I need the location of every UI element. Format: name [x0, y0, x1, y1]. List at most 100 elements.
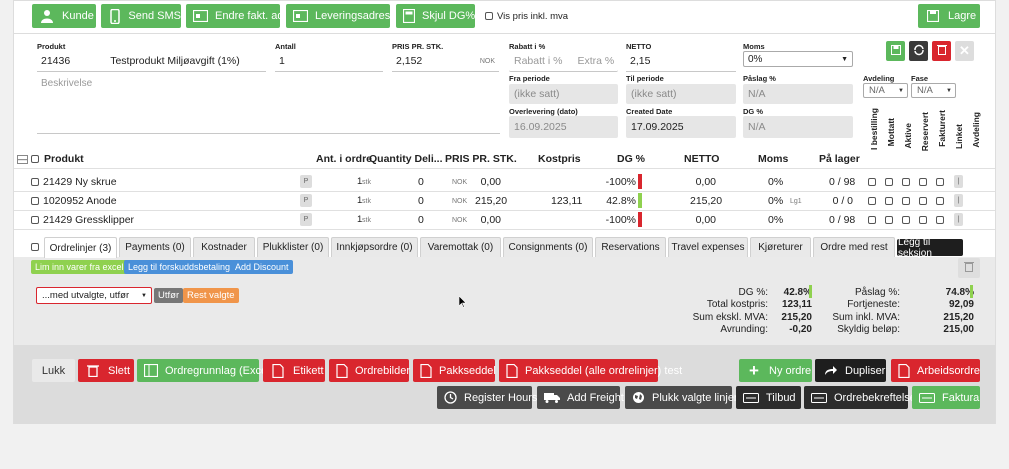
overlevering-input[interactable]: 16.09.2025 — [509, 116, 618, 138]
avdeling-select[interactable]: N/A ▼ — [863, 83, 908, 98]
row-pris[interactable]: 0,00 — [480, 176, 501, 188]
til-periode-input[interactable]: (ikke satt) — [626, 84, 736, 104]
add-discount-button[interactable]: Add Discount — [231, 260, 293, 274]
utfor-button[interactable]: Utfør — [154, 288, 184, 303]
row-status-checkbox[interactable] — [936, 178, 944, 186]
tab-kostnader[interactable]: Kostnader — [193, 237, 255, 257]
dg-input[interactable]: N/A — [743, 116, 853, 138]
tab-ordrelinjer[interactable]: Ordrelinjer (3) — [44, 237, 117, 258]
antall-input[interactable]: 1 — [275, 51, 383, 72]
fra-periode-input[interactable]: (ikke satt) — [509, 84, 618, 104]
row-status-checkbox[interactable] — [885, 216, 893, 224]
row-status-checkbox[interactable] — [868, 178, 876, 186]
product-badge[interactable]: P — [300, 175, 312, 188]
leveringsadresse-button[interactable]: Leveringsadresse — [286, 4, 402, 28]
collapse-toggle[interactable]: — — [17, 154, 28, 164]
row-status-checkbox[interactable] — [936, 216, 944, 224]
created-input[interactable]: 17.09.2025 — [626, 116, 736, 138]
rabatt-input[interactable]: Rabatt i % Extra % — [509, 51, 618, 72]
row-qty-delivered: 0 — [418, 195, 424, 207]
product-badge[interactable]: P — [300, 213, 312, 226]
bulk-action-select[interactable]: ...med utvalgte, utfør ▼ — [36, 287, 152, 304]
row-status-checkbox[interactable] — [868, 216, 876, 224]
tab-consignments[interactable]: Consignments (0) — [503, 237, 593, 257]
product-badge[interactable]: P — [300, 194, 312, 207]
select-all-checkbox[interactable] — [31, 155, 39, 163]
tab-payments[interactable]: Payments (0) — [119, 237, 191, 257]
trash-area-button[interactable] — [958, 258, 980, 278]
row-ant[interactable]: 1 — [357, 176, 363, 187]
row-status-checkbox[interactable] — [919, 216, 927, 224]
skjul-dg-button[interactable]: Skjul DG% — [396, 4, 475, 28]
row-product-name[interactable]: 21429 Ny skrue — [43, 176, 117, 188]
ordregrunnlag-button[interactable]: Ordregrunnlag (Excel) — [137, 359, 273, 382]
tab-plukklister[interactable]: Plukklister (0) — [257, 237, 329, 257]
row-status-checkbox[interactable] — [885, 197, 893, 205]
pakkseddel-button[interactable]: Pakkseddel — [413, 359, 496, 382]
tabs-checkbox[interactable] — [31, 243, 39, 251]
row-checkbox[interactable] — [31, 216, 39, 224]
fase-select[interactable]: N/A ▼ — [911, 83, 956, 98]
send-sms-button[interactable]: Send SMS — [101, 4, 181, 28]
slett-button[interactable]: Slett — [78, 359, 134, 382]
row-link-badge[interactable]: | — [954, 194, 963, 207]
pakkseddel-alle-button[interactable]: Pakkseddel (alle ordrelinjer) test — [499, 359, 682, 382]
ordrebekreftelse-button[interactable]: Ordrebekreftelse — [804, 386, 916, 409]
kunde-button[interactable]: Kunde — [32, 4, 96, 28]
add-freight-button[interactable]: Add Freight — [537, 386, 624, 409]
forskuddsbetaling-button[interactable]: Legg til forskuddsbetaling — [124, 260, 235, 274]
row-status-checkbox[interactable] — [902, 216, 910, 224]
netto-input[interactable]: 2,15 — [626, 51, 736, 72]
refresh-button[interactable] — [909, 41, 928, 61]
tab-ordre-med-rest[interactable]: Ordre med rest — [813, 237, 895, 257]
row-pris[interactable]: 0,00 — [480, 214, 501, 226]
moms-select[interactable]: 0% ▼ — [743, 51, 853, 67]
row-link-badge[interactable]: | — [954, 175, 963, 188]
row-status-checkbox[interactable] — [936, 197, 944, 205]
paslag-input[interactable]: N/A — [743, 84, 853, 104]
row-status-checkbox[interactable] — [868, 197, 876, 205]
vis-pris-checkbox[interactable] — [485, 12, 493, 20]
tab-reservations[interactable]: Reservations — [595, 237, 666, 257]
register-hours-button[interactable]: Register Hours — [437, 386, 537, 409]
etikett-button[interactable]: Etikett — [263, 359, 325, 382]
save-line-button[interactable] — [886, 41, 905, 61]
lim-inn-button[interactable]: Lim inn varer fra excel — [31, 260, 128, 274]
tab-travel-expenses[interactable]: Travel expenses — [668, 237, 748, 257]
row-product-name[interactable]: 1020952 Anode — [43, 195, 117, 207]
row-link-badge[interactable]: | — [954, 213, 963, 226]
delete-line-button[interactable] — [932, 41, 951, 61]
row-pris[interactable]: 215,20 — [475, 195, 508, 207]
tab-varemottak[interactable]: Varemottak (0) — [420, 237, 501, 257]
row-ant[interactable]: 1 — [357, 195, 363, 206]
plukk-button[interactable]: Plukk valgte linjer — [625, 386, 738, 409]
row-status-checkbox[interactable] — [885, 178, 893, 186]
produkt-input[interactable]: 21436 Testprodukt Miljøavgift (1%) — [37, 51, 266, 72]
tab-kjoreturer[interactable]: Kjøreturer — [750, 237, 811, 257]
dupliser-button[interactable]: Dupliser — [815, 359, 886, 382]
faktura-button[interactable]: Faktura — [912, 386, 980, 409]
tilbud-button[interactable]: Tilbud — [736, 386, 801, 409]
legg-til-seksjon-button[interactable]: Legg til seksjon — [897, 237, 963, 259]
ordrebilder-button[interactable]: Ordrebilder — [329, 359, 410, 382]
row-status-checkbox[interactable] — [919, 178, 927, 186]
row-product-name[interactable]: 21429 Gressklipper — [43, 214, 135, 226]
row-status-checkbox[interactable] — [902, 197, 910, 205]
arbeidsordre-button[interactable]: Arbeidsordre — [891, 359, 980, 382]
tab-innkjopsordre[interactable]: Innkjøpsordre (0) — [331, 237, 418, 257]
ny-ordre-button[interactable]: + Ny ordre — [739, 359, 812, 382]
lagre-button[interactable]: Lagre — [918, 4, 980, 28]
lukk-button[interactable]: Lukk — [32, 359, 75, 382]
row-checkbox[interactable] — [31, 197, 39, 205]
pris-input[interactable]: 2,152 NOK — [392, 51, 499, 72]
beskrivelse-textarea[interactable]: Beskrivelse — [41, 78, 93, 89]
row-status-checkbox[interactable] — [919, 197, 927, 205]
row-checkbox[interactable] — [31, 178, 39, 186]
rest-valgte-button[interactable]: Rest valgte — [183, 288, 239, 303]
paslag-label: Påslag % — [743, 74, 776, 83]
close-line-button[interactable]: ✕ — [955, 41, 974, 61]
row-status-checkbox[interactable] — [902, 178, 910, 186]
row-netto: 215,20 — [690, 195, 723, 207]
row-ant[interactable]: 1 — [357, 214, 363, 225]
endre-fakt-adr-button[interactable]: Endre fakt. adr. — [186, 4, 290, 28]
